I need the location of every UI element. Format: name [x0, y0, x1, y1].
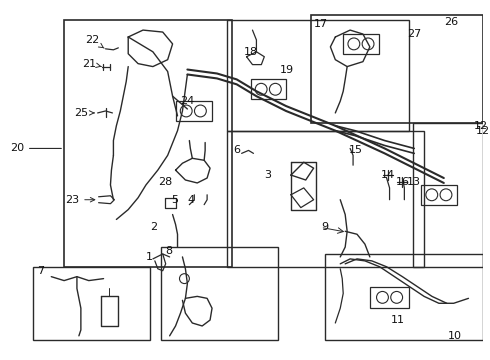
Text: 27: 27	[407, 29, 421, 39]
Text: 3: 3	[264, 170, 271, 180]
Text: 17: 17	[314, 19, 328, 29]
Text: 7: 7	[37, 266, 45, 276]
Text: 24: 24	[180, 96, 195, 106]
Text: 10: 10	[448, 331, 462, 341]
Text: 20: 20	[10, 143, 61, 153]
Bar	[421, 185, 457, 204]
Text: 19: 19	[280, 64, 294, 75]
Bar	[343, 34, 379, 54]
Text: 28: 28	[158, 177, 172, 187]
Bar	[325, 254, 483, 340]
Text: 21: 21	[82, 59, 101, 69]
Text: 12: 12	[473, 121, 488, 131]
Bar	[64, 20, 232, 267]
Bar	[227, 131, 424, 267]
Bar	[161, 247, 278, 340]
Bar	[250, 80, 286, 99]
Bar	[370, 287, 409, 308]
Text: 16: 16	[395, 177, 410, 187]
Text: 15: 15	[349, 145, 363, 156]
Bar	[413, 123, 483, 267]
Text: 13: 13	[407, 177, 421, 187]
Text: 22: 22	[85, 35, 104, 48]
Text: 12: 12	[475, 126, 490, 136]
Text: 2: 2	[150, 222, 157, 232]
Text: 18: 18	[244, 47, 258, 57]
Text: 14: 14	[381, 170, 395, 180]
Bar	[32, 267, 150, 340]
Text: 4: 4	[187, 195, 195, 205]
Bar	[227, 20, 409, 131]
Text: 11: 11	[391, 315, 405, 325]
Text: 8: 8	[166, 246, 173, 256]
Text: 5: 5	[172, 195, 179, 205]
Bar	[175, 101, 212, 121]
Text: 9: 9	[321, 222, 329, 232]
Bar	[311, 15, 483, 123]
Text: 1: 1	[146, 252, 153, 262]
Text: 6: 6	[234, 145, 241, 156]
Text: 26: 26	[444, 17, 458, 27]
Text: 23: 23	[65, 195, 95, 205]
Text: 25: 25	[74, 108, 94, 118]
